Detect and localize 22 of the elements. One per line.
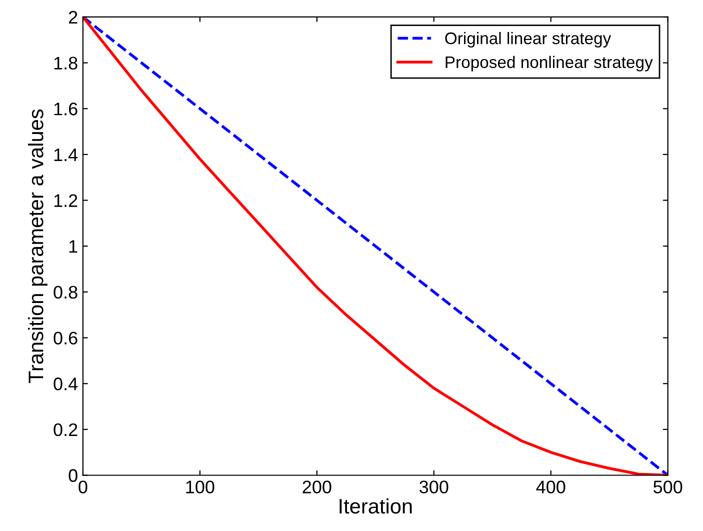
y-tick-label: 1.4 xyxy=(54,148,78,162)
y-tick-label: 0.4 xyxy=(54,378,78,390)
x-tick-label: 100 xyxy=(186,480,214,494)
y-tick-label: 2 xyxy=(68,10,78,24)
x-tick-label: 0 xyxy=(78,480,88,494)
legend-label: Proposed nonlinear strategy xyxy=(446,56,653,72)
y-tick-label: 1.2 xyxy=(54,194,78,207)
legend-label: Original linear strategy xyxy=(445,32,612,48)
y-tick-label: 1.8 xyxy=(54,56,78,70)
y-axis-title: Transition parameter a values xyxy=(28,109,48,384)
y-tick-label: 0.2 xyxy=(54,423,78,436)
x-tick-label: 300 xyxy=(420,480,448,494)
x-tick-label: 500 xyxy=(654,480,682,494)
y-tick-label: 0.6 xyxy=(54,332,78,344)
y-tick-label: 0.8 xyxy=(54,286,78,299)
x-tick-label: 400 xyxy=(536,480,566,494)
x-tick-label: 200 xyxy=(302,480,332,494)
line-series xyxy=(82,16,668,476)
x-axis-title: Iteration xyxy=(340,498,412,514)
y-tick-label: 1.6 xyxy=(54,102,78,116)
y-tick-label: 0 xyxy=(68,469,78,482)
y-tick-label: 1 xyxy=(69,240,78,253)
